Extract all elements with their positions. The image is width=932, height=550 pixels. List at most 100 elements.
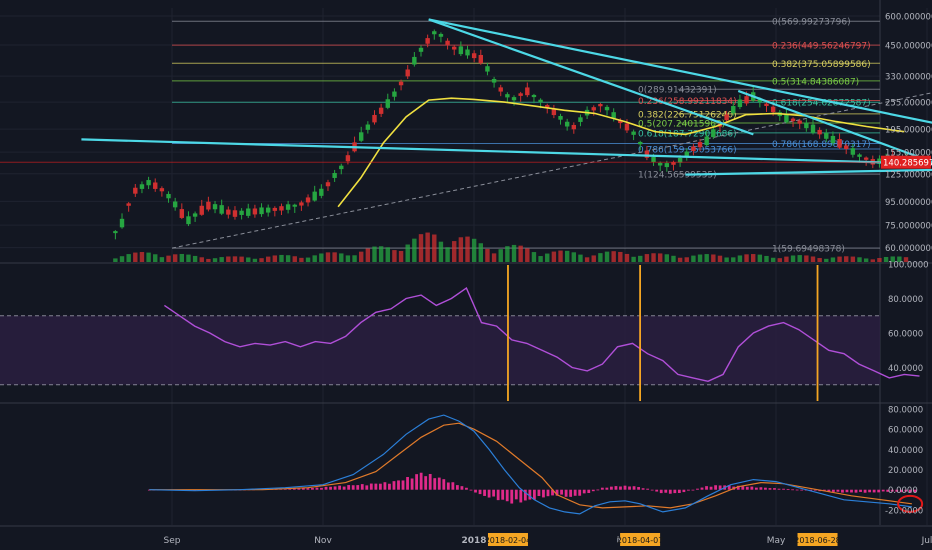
macd-hist-bar-90 — [555, 489, 559, 496]
candle-body-113 — [863, 157, 869, 160]
volume-bar-75 — [611, 251, 616, 262]
macd-hist-bar-88 — [546, 489, 550, 497]
candle-body-12 — [192, 213, 198, 217]
volume-bar-83 — [664, 254, 670, 262]
candle-body-95 — [744, 96, 749, 104]
macd-hist-bar-118 — [682, 489, 686, 493]
volume-bar-119 — [903, 257, 909, 262]
price-axis-label-3: 255.00000000 — [885, 99, 932, 109]
volume-bar-43 — [398, 250, 404, 262]
volume-bar-6 — [153, 254, 158, 262]
macd-hist-bar-79 — [505, 489, 509, 502]
price-axis-label-8: 75.00000000 — [885, 222, 932, 232]
macd-hist-bar-81 — [514, 489, 518, 500]
volume-bar-70 — [578, 254, 583, 262]
volume-bar-116 — [883, 256, 889, 262]
volume-bar-39 — [372, 246, 377, 262]
volume-bar-86 — [684, 257, 689, 262]
candle-body-5 — [146, 180, 151, 186]
macd-hist-bar-100 — [600, 487, 604, 490]
volume-bar-30 — [312, 255, 317, 262]
volume-bar-36 — [352, 255, 357, 262]
candle-body-110 — [844, 145, 849, 150]
volume-bar-106 — [817, 258, 822, 262]
macd-signal-line — [149, 422, 912, 509]
volume-bar-72 — [591, 255, 596, 262]
volume-bar-117 — [890, 256, 895, 262]
time-axis-label-1: Nov — [314, 536, 332, 546]
price-axis-label-6: 125.00000000 — [885, 170, 932, 180]
candle-body-112 — [857, 154, 862, 157]
candle-body-89 — [704, 136, 709, 146]
volume-bar-11 — [186, 254, 191, 262]
volume-bar-112 — [857, 257, 862, 262]
candle-body-72 — [591, 107, 596, 111]
candle-body-27 — [292, 204, 297, 207]
candle-body-103 — [797, 120, 802, 124]
macd-hist-bar-55 — [397, 480, 400, 490]
volume-bar-114 — [870, 259, 875, 262]
macd-hist-bar-71 — [469, 489, 473, 491]
fib-minor-label-1: 0.236(258.99211834) — [638, 97, 737, 107]
candle-body-88 — [697, 142, 703, 148]
candle-body-20 — [246, 208, 251, 216]
volume-bar-25 — [279, 254, 284, 262]
volume-bar-61 — [518, 245, 523, 262]
volume-bar-73 — [598, 253, 603, 262]
volume-bar-45 — [412, 238, 417, 262]
time-axis-label-4: May — [767, 536, 786, 546]
macd-hist-bar-130 — [736, 485, 740, 490]
candle-body-53 — [465, 49, 470, 56]
volume-bar-58 — [498, 249, 503, 262]
volume-bar-56 — [485, 248, 490, 262]
macd-hist-bar-35 — [306, 488, 310, 490]
candle-body-108 — [830, 135, 836, 144]
candle-body-82 — [657, 162, 663, 166]
candle-body-98 — [764, 103, 769, 107]
macd-hist-bar-159 — [868, 489, 872, 493]
volume-bar-26 — [285, 255, 291, 262]
macd-hist-bar-39 — [324, 486, 328, 490]
macd-hist-bar-108 — [637, 487, 640, 490]
macd-hist-bar-111 — [650, 489, 654, 491]
candle-body-85 — [677, 157, 683, 163]
candle-body-54 — [471, 53, 477, 59]
date-marker-label-1: 2018-04-07 — [617, 536, 664, 545]
macd-hist-bar-36 — [311, 487, 314, 490]
price-axis-label-2: 330.00000000 — [885, 73, 932, 83]
macd-hist-bar-156 — [854, 489, 858, 493]
volume-bar-71 — [584, 257, 590, 262]
volume-bar-87 — [691, 255, 696, 262]
time-axis-label-5: Jul — [921, 536, 932, 546]
candle-body-23 — [265, 207, 271, 213]
volume-bar-7 — [159, 257, 165, 262]
volume-bar-55 — [478, 243, 483, 262]
macd-hist-bar-63 — [433, 478, 437, 490]
candle-body-76 — [618, 119, 623, 124]
candle-body-24 — [272, 207, 278, 211]
macd-hist-bar-60 — [419, 472, 423, 490]
candle-body-81 — [651, 156, 656, 163]
volume-bar-74 — [604, 251, 610, 262]
macd-hist-bar-32 — [292, 488, 296, 490]
candle-body-57 — [491, 78, 497, 83]
volume-bar-96 — [750, 254, 756, 262]
macd-hist-bar-106 — [628, 486, 631, 490]
volume-bar-33 — [332, 252, 337, 262]
macd-hist-bar-67 — [451, 482, 455, 490]
candle-body-52 — [458, 46, 464, 55]
volume-bar-53 — [465, 236, 470, 262]
candle-body-41 — [385, 99, 390, 108]
volume-bar-92 — [724, 257, 729, 262]
trendline-0 — [81, 138, 932, 165]
macd-hist-bar-91 — [560, 489, 563, 495]
macd-hist-bar-138 — [773, 488, 776, 490]
candle-body-58 — [498, 87, 503, 92]
macd-hist-bar-73 — [478, 489, 482, 495]
volume-bar-84 — [671, 255, 676, 262]
macd-hist-bar-89 — [551, 489, 554, 496]
volume-bar-15 — [212, 258, 218, 262]
candle-body-22 — [259, 207, 264, 215]
macd-hist-bar-64 — [437, 477, 441, 490]
